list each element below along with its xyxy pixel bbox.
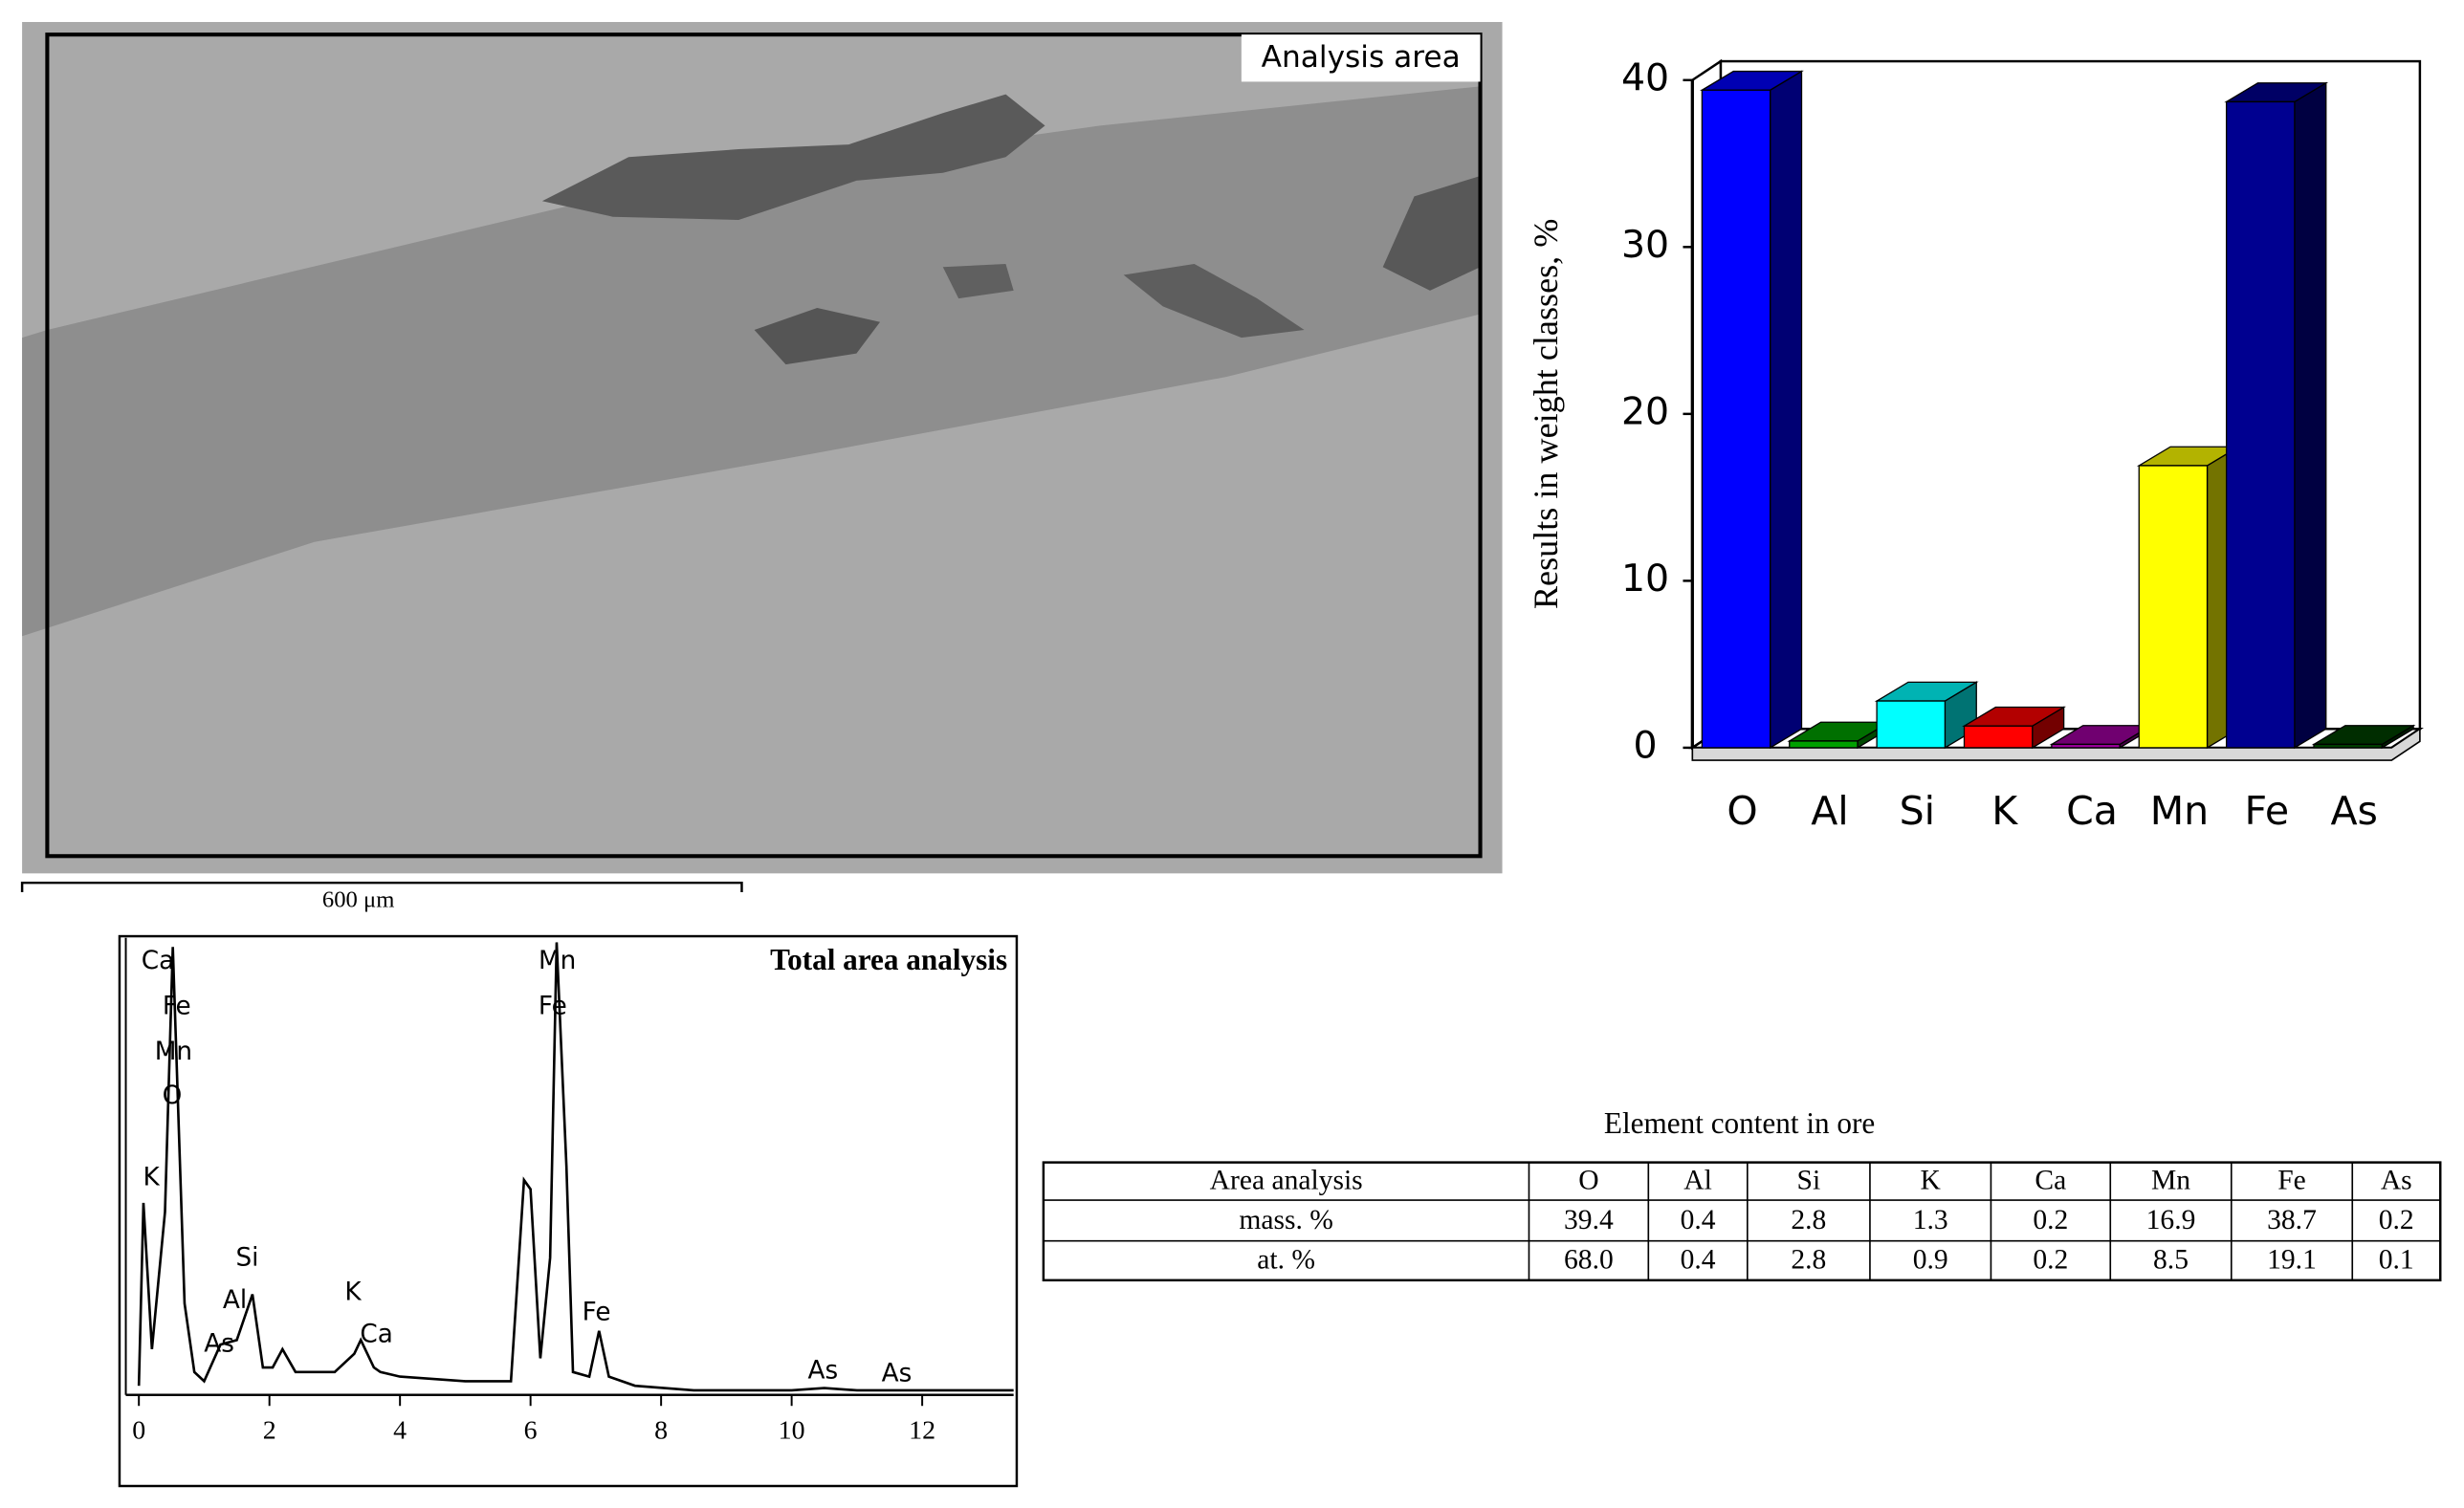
bar — [1701, 89, 1771, 749]
x-tick-label: 0 — [132, 1416, 145, 1446]
peak-label: As — [808, 1356, 839, 1385]
spectrum-title: Total area analysis — [770, 943, 1007, 976]
x-tick-label: Ca — [2066, 788, 2118, 834]
peak-label: Fe — [163, 992, 191, 1020]
peak-label: Al — [223, 1286, 247, 1315]
peak-label: Ca — [142, 947, 174, 975]
peak-label: Fe — [539, 992, 567, 1020]
element-table: Element content in ore Area analysis O Al Si… — [1042, 1106, 2442, 1282]
table-cell: 0.4 — [1681, 1245, 1716, 1276]
sem-inclusion — [1382, 175, 1481, 291]
table-cell: O — [1578, 1166, 1598, 1196]
table-cell: 0.9 — [1913, 1245, 1948, 1276]
y-tick-label: 10 — [1621, 557, 1669, 601]
sem-inclusion — [1123, 263, 1305, 339]
peak-label: Mn — [539, 947, 576, 975]
table-cell: Ca — [2035, 1166, 2066, 1196]
scale-bar-label: 600 μm — [322, 887, 394, 913]
table-cell: As — [2381, 1166, 2412, 1196]
image-label: Analysis area — [1262, 40, 1461, 75]
table-cell: 19.1 — [2267, 1245, 2317, 1276]
bar — [1963, 725, 2034, 749]
table-cell: 39.4 — [1564, 1205, 1614, 1235]
scale-bar — [20, 881, 743, 893]
table-cell: 68.0 — [1564, 1245, 1614, 1276]
bar-side — [1769, 70, 1803, 750]
table-cell: K — [1921, 1166, 1942, 1196]
x-tick-label: 4 — [393, 1416, 407, 1446]
peak-label: As — [882, 1360, 913, 1388]
table-cell: 0.2 — [2033, 1245, 2068, 1276]
sem-inclusion — [541, 94, 1045, 220]
spectrum-line — [137, 942, 1014, 1392]
bar — [2225, 100, 2296, 749]
y-tick-label: 0 — [1633, 723, 1657, 767]
table-cell: Mn — [2151, 1166, 2190, 1196]
bar — [2051, 743, 2121, 749]
analysis-frame — [45, 33, 1483, 859]
table-cell: 2.8 — [1791, 1205, 1826, 1235]
label-box — [1241, 34, 1481, 82]
peak-label: Mn — [155, 1038, 192, 1066]
x-tick-label: Al — [1811, 788, 1848, 834]
sem-image: Analysis area 600 μm — [20, 21, 1503, 913]
table-cell: 2.8 — [1791, 1245, 1826, 1276]
bar-side — [2294, 81, 2327, 750]
x-tick-label: K — [1991, 788, 2018, 834]
table-cell: 0.1 — [2379, 1245, 2414, 1276]
peak-label: K — [344, 1279, 362, 1307]
x-tick-label: O — [1727, 788, 1757, 834]
table-cell: 0.4 — [1681, 1205, 1716, 1235]
x-tick-label: As — [2330, 788, 2377, 834]
table-cell: Si — [1797, 1166, 1821, 1196]
table-cell: Area analysis — [1210, 1166, 1363, 1196]
bar — [2138, 465, 2209, 749]
peak-label: As — [204, 1330, 234, 1359]
x-tick-label: Mn — [2150, 788, 2209, 834]
x-tick-label: 2 — [263, 1416, 276, 1446]
table-cell: mass. % — [1239, 1205, 1332, 1235]
table-title: Element content in ore — [1604, 1106, 1875, 1140]
table-cell: 1.3 — [1913, 1205, 1948, 1235]
x-tick-label: 12 — [909, 1416, 935, 1446]
x-tick-label: Fe — [2245, 788, 2290, 834]
bar — [2313, 743, 2383, 749]
table-cell: 38.7 — [2267, 1205, 2317, 1235]
table-cell: 0.2 — [2033, 1205, 2068, 1235]
table-cell: Al — [1683, 1166, 1712, 1196]
peak-label: Si — [235, 1243, 258, 1272]
sem-inclusion — [754, 307, 881, 365]
x-tick-label: Si — [1900, 788, 1935, 834]
bar — [1876, 700, 1947, 749]
table-cell: 8.5 — [2153, 1245, 2189, 1276]
peak-label: Fe — [583, 1299, 611, 1327]
y-tick-label: 30 — [1621, 223, 1669, 267]
x-tick-label: 6 — [524, 1416, 538, 1446]
table-cell: 16.9 — [2146, 1205, 2196, 1235]
peak-label: Ca — [360, 1321, 392, 1349]
y-tick-label: 20 — [1621, 389, 1669, 433]
table-border — [1042, 1161, 2442, 1282]
table-cell: at. % — [1257, 1245, 1315, 1276]
x-tick-label: 10 — [779, 1416, 805, 1446]
spectrum-frame — [118, 934, 1019, 1488]
x-tick-label: 8 — [654, 1416, 668, 1446]
y-tick-label: 40 — [1621, 55, 1669, 99]
peak-label: O — [163, 1082, 183, 1110]
table-cell: 0.2 — [2379, 1205, 2414, 1235]
table-cell: Fe — [2277, 1166, 2306, 1196]
floor-edge — [1691, 727, 2421, 761]
bar — [1789, 740, 1859, 749]
sem-inclusion — [942, 263, 1014, 299]
peak-label: K — [143, 1164, 161, 1192]
y-axis-label: Results in weight classes, % — [1527, 219, 1565, 609]
sem-band — [22, 86, 1481, 637]
